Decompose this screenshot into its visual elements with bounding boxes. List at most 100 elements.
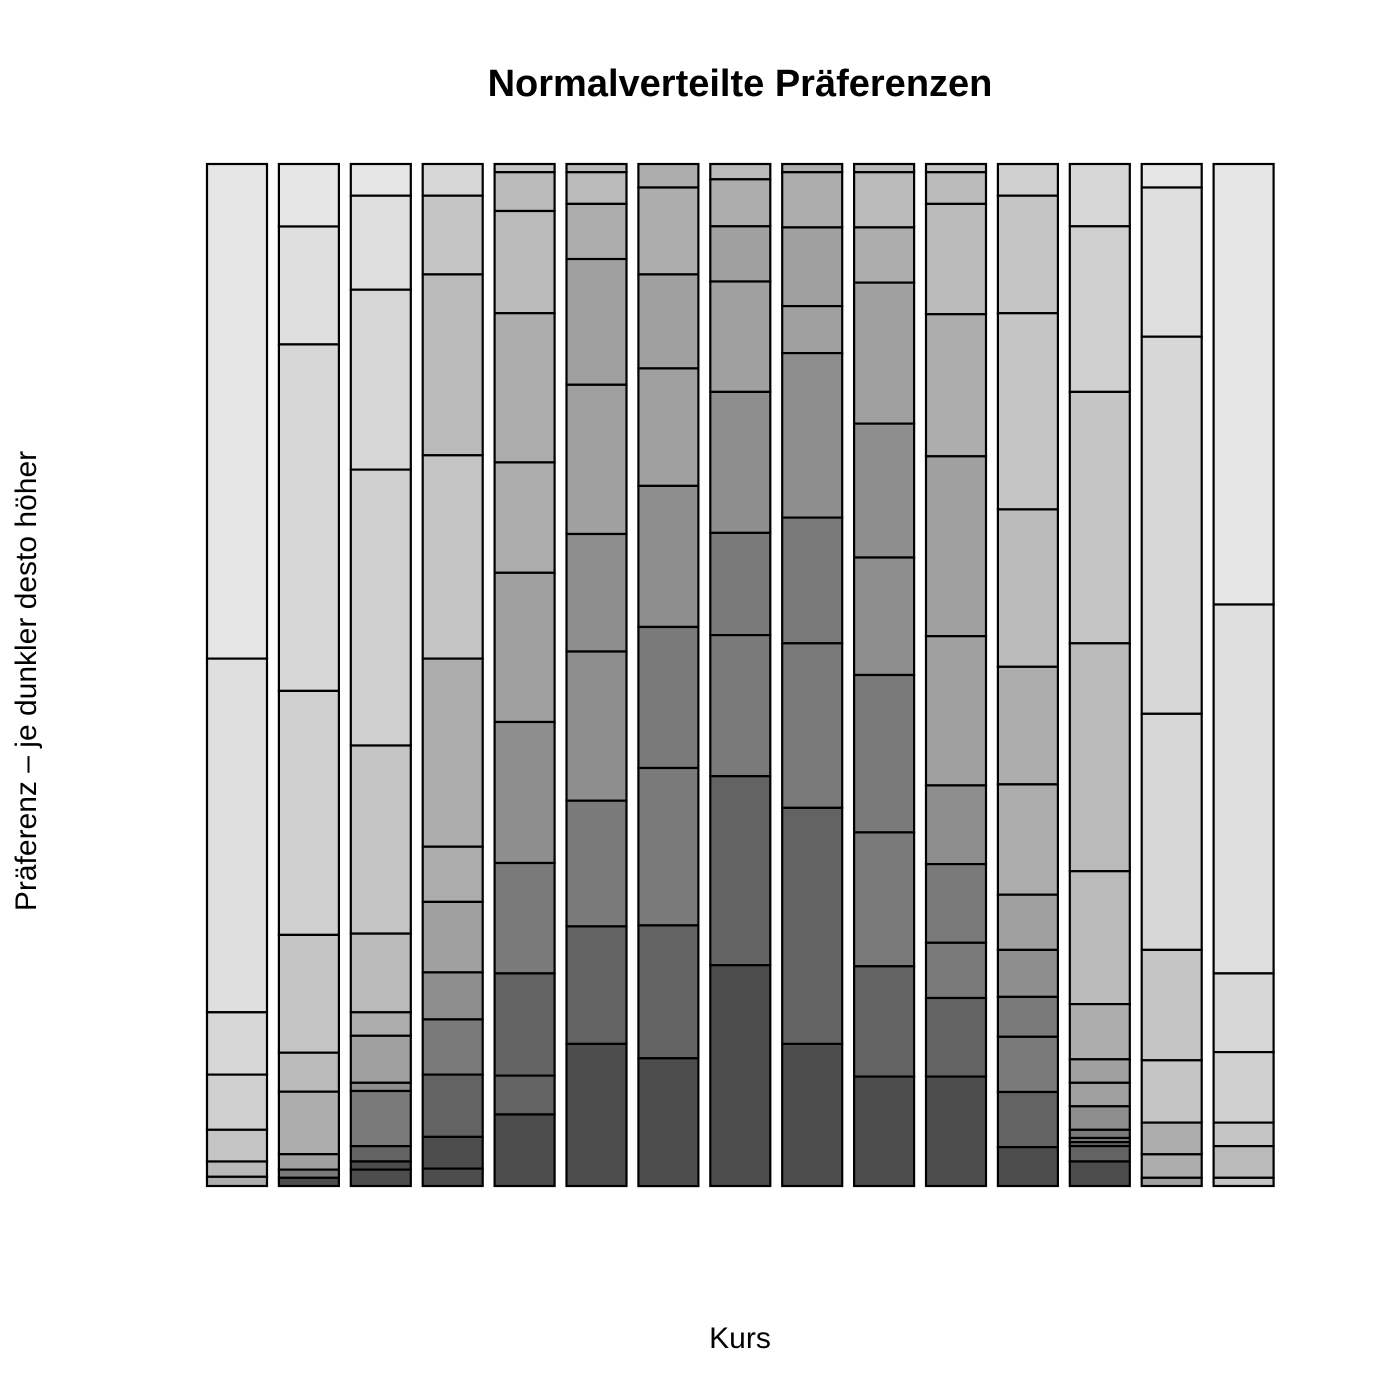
- bar-segment: [852, 556, 916, 677]
- bar-segment: [709, 162, 772, 181]
- bar-segment: [781, 162, 844, 174]
- bar-segment: [637, 367, 700, 487]
- bar-segment: [1068, 1128, 1131, 1140]
- bar-segment: [852, 1075, 916, 1188]
- bar-segment: [493, 171, 556, 213]
- bar-segment: [349, 1168, 412, 1188]
- bar-segment: [852, 281, 916, 425]
- bar-segment: [996, 162, 1060, 197]
- bar-segment: [996, 1090, 1060, 1149]
- bar-3: [349, 162, 412, 1188]
- bar-segment: [852, 226, 916, 284]
- bar-segment: [277, 343, 340, 692]
- x-axis-label: Kurs: [709, 1322, 771, 1355]
- bar-segment: [709, 178, 772, 228]
- bar-segment: [493, 312, 556, 464]
- bar-8: [709, 162, 772, 1188]
- bar-segment: [349, 1034, 412, 1084]
- bar-15: [1212, 162, 1275, 1188]
- bar-segment: [781, 352, 844, 519]
- bar-segment: [1212, 1121, 1275, 1148]
- bar-segment: [205, 657, 269, 1014]
- bar-segment: [852, 965, 916, 1078]
- bar-segment: [924, 862, 988, 944]
- bar-segment: [996, 1035, 1060, 1094]
- bar-segment: [781, 642, 844, 809]
- bar-segment: [637, 766, 700, 927]
- bar-segment: [1068, 390, 1131, 645]
- bar-14: [1140, 162, 1203, 1188]
- bar-segment: [852, 171, 916, 229]
- bar-segment: [781, 171, 844, 229]
- bar-segment: [1068, 642, 1131, 873]
- bar-segment: [1212, 162, 1275, 606]
- bar-segment: [1068, 225, 1131, 394]
- bar-segment: [1212, 603, 1275, 975]
- bar-segment: [349, 1089, 412, 1148]
- bar-segment: [277, 225, 340, 346]
- bar-segment: [709, 390, 772, 534]
- bar-segment: [421, 971, 484, 1021]
- bar-segment: [709, 633, 772, 778]
- bar-segment: [277, 689, 340, 937]
- bar-segment: [996, 783, 1060, 896]
- bar-segment: [493, 461, 556, 574]
- bar-segment: [349, 288, 412, 471]
- bar-segment: [924, 313, 988, 458]
- bar-segment: [277, 1090, 340, 1156]
- bar-segment: [1212, 1176, 1275, 1188]
- bar-segment: [277, 933, 340, 1054]
- bar-segment: [205, 1175, 269, 1188]
- bar-segment: [1140, 1121, 1203, 1156]
- bar-segment: [637, 484, 700, 628]
- bar-segment: [852, 162, 916, 174]
- bar-segment: [565, 257, 628, 386]
- bar-10: [852, 162, 916, 1188]
- bar-segment: [421, 273, 484, 457]
- bar-segment: [205, 1160, 269, 1178]
- bar-12: [996, 162, 1060, 1188]
- bar-segment: [1068, 1160, 1131, 1188]
- bar-segment: [996, 194, 1060, 315]
- bar-segment: [421, 657, 484, 848]
- bar-segment: [565, 171, 628, 205]
- bar-9: [781, 162, 844, 1188]
- bar-segment: [709, 964, 772, 1188]
- bar-4: [421, 162, 484, 1188]
- bar-segment: [637, 273, 700, 370]
- bar-segment: [709, 775, 772, 967]
- bar-segment: [205, 162, 269, 660]
- bar-segment: [493, 209, 556, 315]
- bar-segment: [421, 1167, 484, 1188]
- bar-segment: [421, 162, 484, 197]
- bar-segment: [996, 1146, 1060, 1188]
- bar-segment: [277, 1051, 340, 1093]
- bar-segment: [421, 845, 484, 904]
- bar-6: [565, 162, 628, 1188]
- bar-1: [205, 162, 269, 1188]
- bar-segment: [1140, 162, 1203, 189]
- bar-segment: [1212, 1144, 1275, 1179]
- bar-segment: [565, 202, 628, 261]
- bar-segment: [421, 454, 484, 660]
- bar-segment: [1068, 1081, 1131, 1108]
- bar-segment: [205, 1011, 269, 1076]
- bar-segment: [924, 455, 988, 638]
- bar-segment: [493, 720, 556, 865]
- bar-segment: [924, 162, 988, 174]
- bar-segment: [637, 162, 700, 189]
- bar-segment: [1140, 1176, 1203, 1188]
- bar-segment: [277, 1168, 340, 1179]
- bar-segment: [493, 571, 556, 724]
- bar-segment: [924, 202, 988, 316]
- bar-segment: [565, 162, 628, 174]
- bar-segment: [349, 1081, 412, 1093]
- bar-segment: [349, 194, 412, 291]
- bar-segment: [277, 162, 340, 228]
- bar-segment: [781, 806, 844, 1046]
- bar-segment: [1068, 1144, 1131, 1163]
- bar-segment: [493, 861, 556, 975]
- bar-segment: [781, 516, 844, 645]
- bar-segment: [996, 995, 1060, 1038]
- bar-segment: [349, 1160, 412, 1171]
